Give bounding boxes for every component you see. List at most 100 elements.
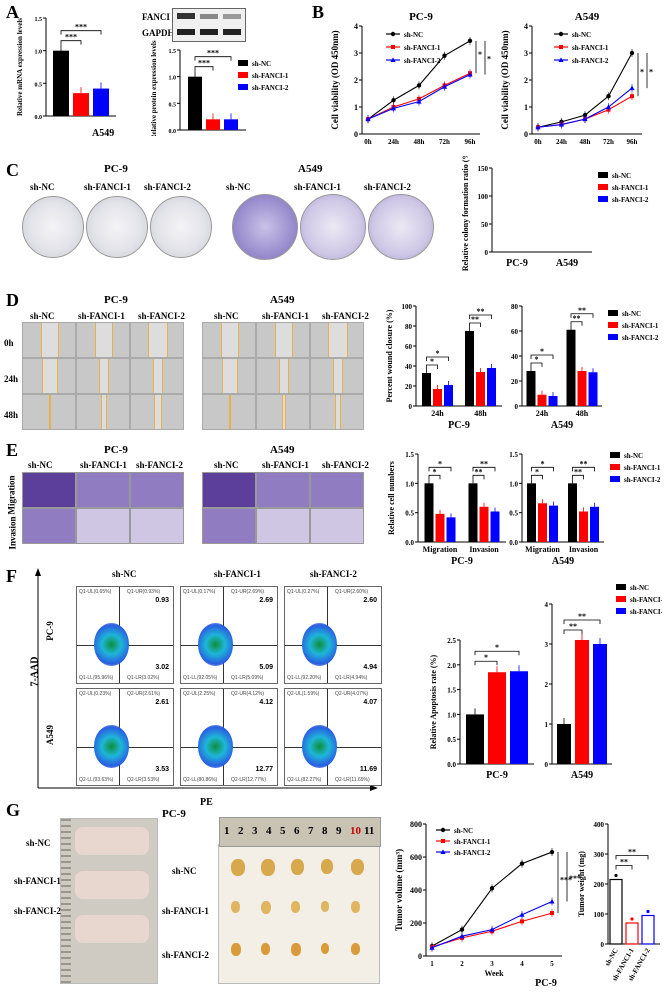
bar [538, 503, 547, 542]
colony-a549-title: A549 [298, 163, 323, 175]
quadrant-label-ll: Q2-LL(82.27%) [287, 777, 322, 783]
wound-gap [335, 395, 341, 429]
y-tick-label: 100 [402, 303, 413, 311]
legend-label: sh-FANCI-1 [622, 322, 659, 330]
legend-label: sh-NC [252, 60, 271, 68]
significance-star: ** [580, 459, 588, 468]
flow-yaxis-label: 7-AAD [29, 656, 41, 687]
legend-label: sh-FANCI-1 [404, 44, 441, 52]
mice-row-f1: sh-FANCI-1 [14, 876, 61, 886]
data-point [559, 45, 563, 49]
flow-scatter-plot: Q1-UL(0.17%) Q1-UR(2.69%) Q1-LL(92.05%) Q1-… [180, 586, 278, 684]
data-point [519, 861, 525, 866]
significance-bracket [426, 364, 438, 369]
wound-image [22, 394, 76, 430]
significance-star: * [438, 459, 442, 468]
quadrant-value-top: 4.07 [363, 699, 377, 706]
significance-star: ** [628, 848, 636, 857]
significance-star: ** [620, 858, 628, 867]
panel-a-legend: sh-NC sh-FANCI-1 sh-FANCI-2 [238, 60, 289, 92]
quadrant-label-lr: Q1-LR(3.02%) [127, 675, 160, 681]
bar [625, 922, 639, 945]
quadrant-label-ul: Q2-UL(1.59%) [287, 691, 320, 697]
x-tick-label: 0h [364, 138, 372, 146]
data-point [441, 84, 448, 89]
transwell-label-nc-a549: sh-NC [214, 460, 239, 470]
y-tick-label: 0 [601, 941, 605, 949]
legend-label: sh-FANCI-2 [612, 196, 649, 204]
transwell-image [310, 472, 364, 508]
quadrant-value-top: 0.93 [155, 597, 169, 604]
data-point [416, 99, 422, 104]
bar [93, 88, 109, 116]
x-tick-label: 0h [534, 138, 542, 146]
ruler-mark: 6 [294, 825, 300, 837]
legend-label: sh-NC [404, 31, 423, 39]
wound-gap [154, 395, 162, 429]
y-axis-label: Relative protein expression levels [150, 40, 158, 136]
x-tick-label: 24h [431, 409, 444, 418]
data-point [630, 94, 634, 99]
bar [510, 671, 528, 764]
legend-label: sh-FANCI-2 [252, 84, 289, 92]
quadrant-label-ur: Q1-UR(2.60%) [335, 589, 369, 595]
x-tick-label: 24h [556, 138, 567, 146]
legend-swatch [598, 196, 608, 202]
legend-swatch [608, 322, 618, 328]
quadrant-value-top: 4.12 [259, 699, 273, 706]
legend-swatch [238, 72, 248, 78]
significance-bracket [563, 629, 583, 634]
ruler-mark: 1 [224, 825, 230, 837]
y-tick-label: 0 [485, 249, 489, 257]
significance-star: * [640, 68, 644, 77]
wound-gap [99, 359, 109, 393]
legend-swatch [610, 464, 620, 470]
panel-letter-f: F [6, 566, 17, 586]
mrna-bar-chart: 0.0 0.5 1.0 1.5 Relative mRNA expression lev… [16, 17, 116, 121]
wound-image [256, 322, 310, 358]
bar [468, 483, 478, 542]
cell-population [302, 623, 337, 666]
transwell-image [202, 508, 256, 544]
wound-image [256, 394, 310, 430]
significance-star: *** [560, 876, 572, 885]
x-tick-label: sh-NC [603, 947, 619, 968]
y-tick-label: 60 [405, 343, 413, 351]
bar [549, 505, 558, 542]
wound-image [310, 394, 364, 430]
data-point [520, 919, 524, 924]
significance-bracket [194, 66, 214, 71]
significance-star: * [478, 50, 482, 59]
bar [526, 371, 536, 406]
y-tick-label: 80 [405, 323, 413, 331]
x-axis-label: A549 [571, 770, 593, 781]
data-point [416, 83, 422, 88]
quadrant-label-ur: Q1-UR(0.93%) [127, 589, 161, 595]
data-point [459, 927, 465, 932]
data-point [467, 72, 473, 77]
y-tick-label: 0 [545, 761, 549, 769]
y-tick-label: 3 [545, 641, 549, 649]
bar [73, 93, 89, 116]
bar [188, 76, 202, 130]
tumor-sample [231, 901, 240, 913]
y-axis-label: Percent wound closure (%) [385, 309, 394, 402]
y-tick-label: 400 [594, 821, 605, 829]
flow-row-pc9: PC-9 [44, 621, 55, 641]
tumor-sample [321, 901, 329, 912]
transwell-bar-chart-pc9: 0.0 0.5 1.0 1.5 Relative cell numbers Migrati… [387, 451, 506, 567]
y-tick-label: 200 [410, 919, 422, 928]
y-tick-label: 800 [410, 820, 422, 829]
bar [476, 372, 485, 406]
y-tick-label: 0.5 [169, 102, 177, 108]
legend-swatch [610, 476, 620, 482]
tumor-sample [261, 943, 270, 955]
quadrant-label-ur: Q2-UR(4.12%) [231, 691, 265, 697]
transwell-pc9-title: PC-9 [104, 444, 128, 456]
transwell-image [76, 508, 130, 544]
x-tick-label: 24h [388, 138, 399, 146]
chart-title: PC-9 [535, 978, 557, 989]
transwell-image [22, 472, 76, 508]
significance-bracket [615, 855, 649, 860]
data-point [614, 873, 618, 878]
